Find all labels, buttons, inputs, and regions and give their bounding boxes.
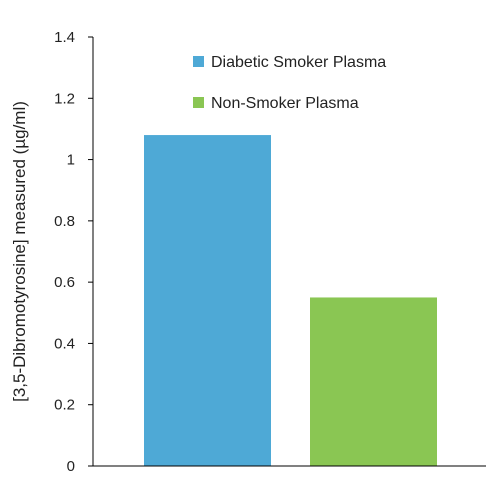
- legend-swatch: [193, 56, 204, 67]
- y-axis-label: [3,5-Dibromotyrosine] measured (µg/ml): [10, 101, 29, 402]
- y-tick-label: 0.8: [54, 213, 75, 230]
- y-tick-label: 0.2: [54, 397, 75, 414]
- legend: Diabetic Smoker Plasma Non-Smoker Plasma: [193, 54, 386, 112]
- y-tick-label: 0: [67, 458, 75, 475]
- legend-swatch: [193, 97, 204, 108]
- y-tick-label: 0.6: [54, 274, 75, 291]
- bar-non-smoker: [310, 297, 437, 466]
- bar-diabetic-smoker: [144, 135, 271, 467]
- y-tick-labels: 0 0.2 0.4 0.6 0.8 1 1.2 1.4: [54, 29, 75, 475]
- y-tick-marks: [88, 36, 93, 467]
- y-tick-label: 0.4: [54, 335, 75, 352]
- y-tick-label: 1: [67, 152, 75, 169]
- legend-label: Diabetic Smoker Plasma: [211, 54, 386, 71]
- y-tick-label: 1.4: [54, 29, 75, 46]
- legend-label: Non-Smoker Plasma: [211, 95, 359, 112]
- y-tick-label: 1.2: [54, 90, 75, 107]
- bars: [144, 135, 437, 467]
